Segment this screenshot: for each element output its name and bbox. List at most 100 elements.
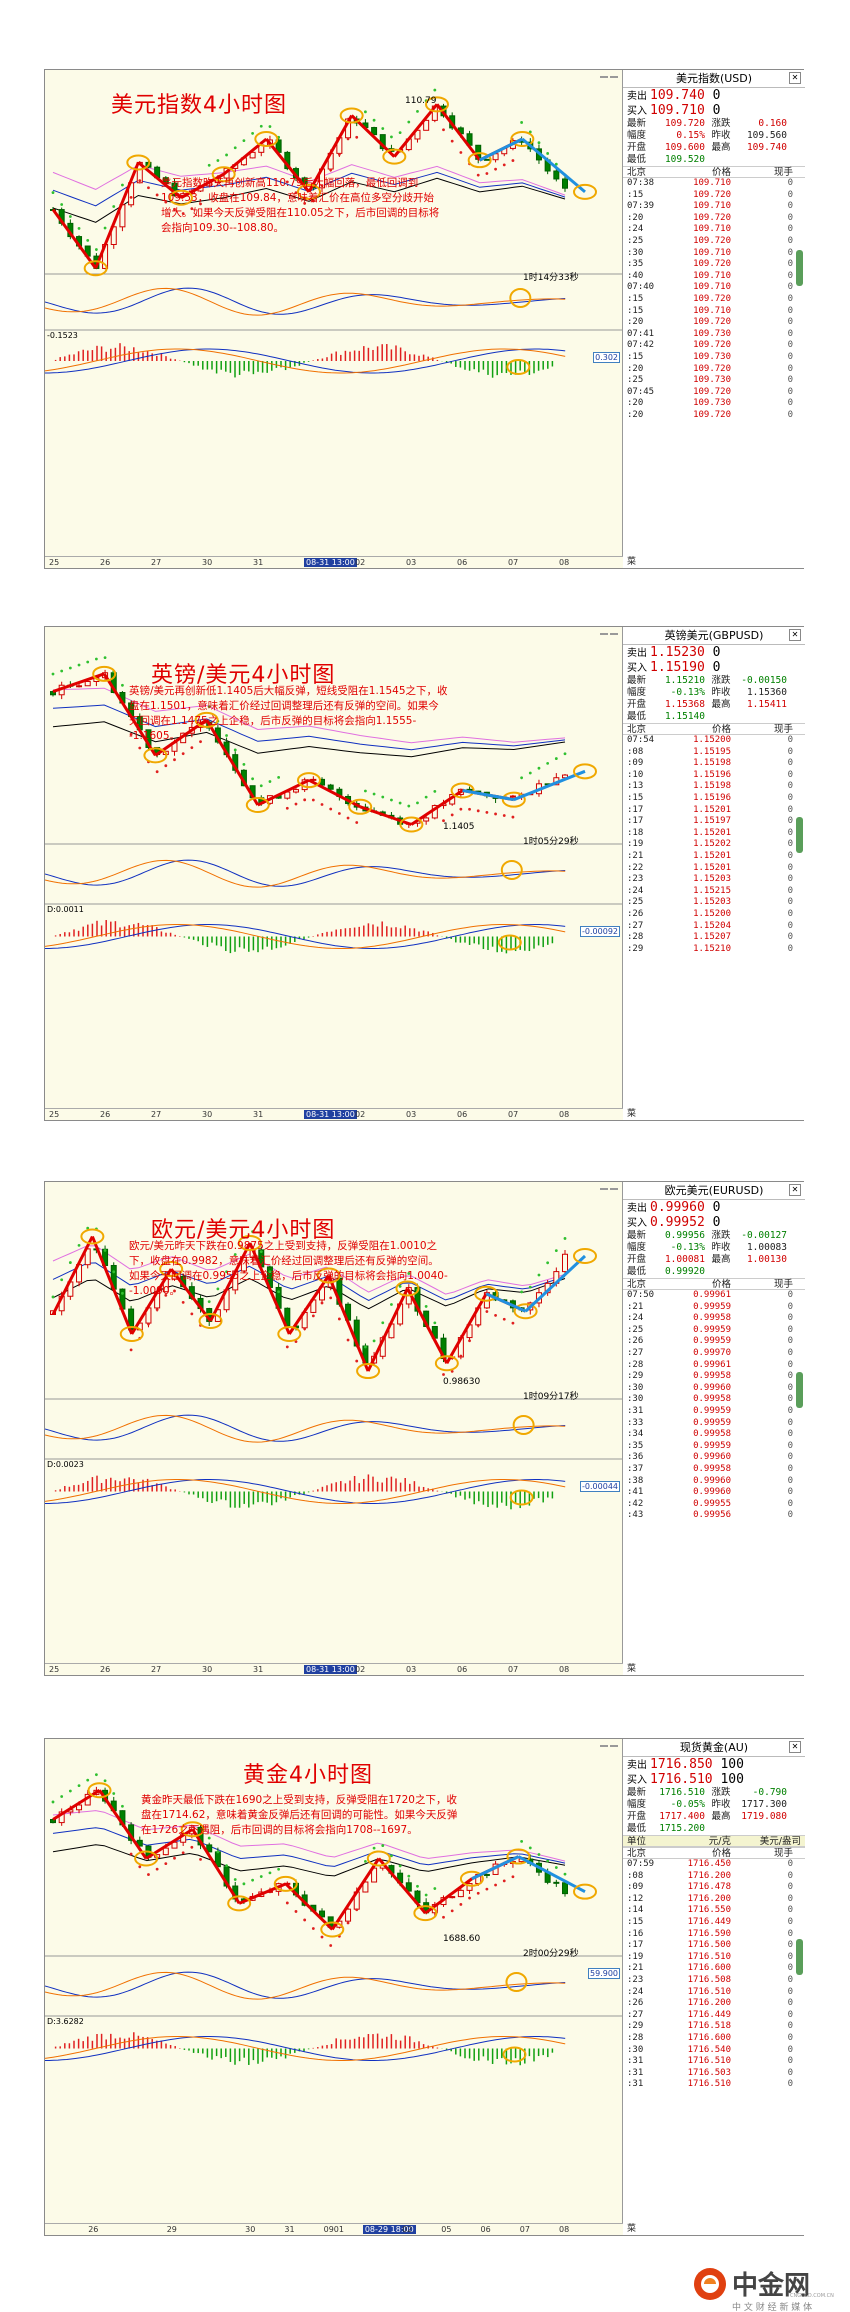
tick-price: 109.710 [693,247,731,258]
tick-row: :16 1716.590 0 [623,1929,805,1941]
tick-volume: 0 [787,897,793,908]
close-icon[interactable]: ✕ [789,1184,801,1196]
oscillator-line [45,287,566,315]
period-button[interactable] [610,633,618,635]
stat-value2: 1717.300 [741,1799,787,1810]
forecast-line [479,137,523,162]
close-icon[interactable]: ✕ [789,72,801,84]
period-button[interactable] [610,1745,618,1747]
chart-area[interactable]: 美元指数4小时图 美元指数昨天再创新高110.79后大幅回落，最低回调到109.5… [45,70,623,568]
sar-dot [494,167,497,171]
tick-price: 1.15210 [693,943,731,954]
macd-line [45,2036,566,2061]
tick-volume: 0 [787,2021,793,2032]
close-icon[interactable]: ✕ [789,1741,801,1753]
tick-price: 0.99958 [693,1313,731,1324]
candle [492,153,499,163]
tick-row: :38 0.99960 0 [623,1476,805,1488]
pivot-circle [180,1821,205,1838]
chart-title: 欧元/美元4小时图 [151,1218,336,1243]
ma20-line [52,721,566,758]
scrollbar[interactable] [796,817,803,853]
ticks-header-cell: 现手 [773,1279,793,1290]
draw-mark-button[interactable] [600,1188,608,1190]
tick-time: :35 [627,1440,644,1451]
tick-time: :08 [627,746,644,757]
scrollbar[interactable] [796,250,803,286]
tick-time: :28 [627,1359,644,1370]
sar-dot [233,1878,237,1881]
x-tick-label: 26 [88,2225,99,2234]
trend-line [205,719,260,806]
quote-title: 美元指数(USD) ✕ [623,70,805,88]
pivot-circle [450,782,475,799]
tick-row: :24 109.710 0 [623,224,805,236]
sp [705,103,713,118]
stat-value: -0.05% [670,1799,705,1810]
trend-line [238,1882,287,1905]
tick-row: :15 1.15196 0 [623,793,805,805]
stat-row: 开盘 1.00081 最高 1.00130 [623,1254,805,1266]
tick-price: 1.15203 [693,874,731,885]
stat-value2: 1.15411 [746,699,787,710]
chart-area[interactable]: 英镑/美元4小时图 英镑/美元再创新低1.1405后大幅反弹，短线受阻在1.154… [45,627,623,1120]
tick-row: :15 109.720 0 [623,190,805,202]
sar-dot [181,212,185,215]
tick-price: 109.720 [693,317,731,328]
stat-row: 最新 109.720 涨跌 0.160 [623,118,805,130]
tick-row: :17 1.15201 0 [623,805,805,817]
draw-mark-button[interactable] [600,1745,608,1747]
candle [483,158,490,161]
buy-price: 0.99952 [650,1215,705,1230]
quote-panel: 英镑美元(GBPUSD) ✕ 卖出 1.15230 0 买入 1.15190 0 最新 1.1… [623,627,805,1120]
tick-price: 1716.510 [687,2079,731,2090]
scrollbar[interactable] [796,1372,803,1408]
close-icon[interactable]: ✕ [789,629,801,641]
unit-row[interactable]: 单位 元/克 美元/盎司 [623,1835,805,1847]
tick-price: 1.15201 [693,850,731,861]
sar-dot [225,153,228,157]
ma60-line [52,687,566,744]
sar-dot [329,807,333,811]
sar-dot [103,656,107,660]
sar-dot [468,1896,471,1900]
unit-cell: 元/克 [708,1836,731,1847]
tick-price: 1716.518 [687,2021,731,2032]
tick-volume: 0 [787,874,793,885]
chart-area[interactable]: 欧元/美元4小时图 欧元/美元昨天下跌在0.9875之上受到支持，反弹受阻在1.0… [45,1182,623,1675]
tick-time: :17 [627,816,644,827]
tick-price: 1.15195 [693,746,731,757]
countdown-timer: 1时05分29秒 [523,837,579,847]
sar-dot [112,205,116,208]
tick-volume: 0 [787,212,793,223]
tick-price: 1.15204 [693,920,731,931]
draw-mark-button[interactable] [600,633,608,635]
sell-volume: 0 [712,645,721,660]
tick-time: :10 [627,769,644,780]
draw-mark-button[interactable] [600,76,608,78]
tick-price: 109.710 [693,178,731,188]
tick-time: :31 [627,2079,644,2090]
sar-dot [207,163,211,167]
sar-dot [138,746,142,750]
period-button[interactable] [610,1188,618,1190]
x-tick-label: 26 [100,558,111,567]
ma60-line [52,1810,566,1862]
x-tick-label: 26 [100,1110,111,1119]
period-button[interactable] [610,76,618,78]
stat-key2: 最高 [711,1254,731,1265]
sar-dot [138,1865,142,1869]
pivot-circle [143,747,168,764]
chart-area[interactable]: 黄金4小时图 黄金昨天最低下跌在1690之上受到支持，反弹受阻在1720之下，收盘… [45,1739,623,2235]
pivot-circle [506,1848,531,1865]
tick-volume: 0 [787,1290,793,1300]
stat-value2: 1.00130 [746,1254,787,1265]
trend-line [51,1235,94,1316]
stat-key: 开盘 [627,142,647,153]
sar-dot [251,1878,254,1882]
tick-time: :26 [627,1336,644,1347]
scrollbar[interactable] [796,1939,803,1975]
x-tick-label: 31 [284,2225,295,2234]
candle [562,1249,568,1274]
tick-volume: 0 [787,317,793,328]
